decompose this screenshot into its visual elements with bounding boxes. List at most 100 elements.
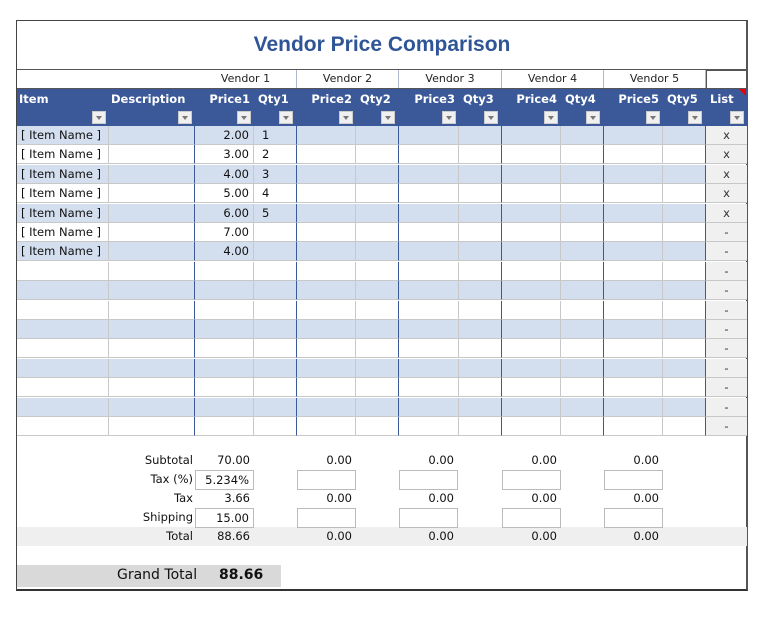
cell-qty2[interactable]: [356, 145, 399, 165]
cell-qty5[interactable]: [663, 242, 706, 262]
cell-price2[interactable]: [297, 242, 356, 262]
cell-price3[interactable]: [399, 339, 459, 359]
cell-qty3[interactable]: [459, 126, 502, 145]
cell-qty3[interactable]: [459, 184, 502, 204]
cell-price2[interactable]: [297, 203, 356, 223]
cell-description[interactable]: [109, 203, 195, 223]
cell-price5[interactable]: [604, 417, 663, 436]
cell-list[interactable]: x: [706, 164, 747, 184]
cell-price3[interactable]: [399, 261, 459, 281]
cell-price3[interactable]: [399, 397, 459, 417]
cell-qty1[interactable]: [254, 261, 297, 281]
cell-qty2[interactable]: [356, 358, 399, 378]
cell-qty3[interactable]: [459, 281, 502, 301]
cell-qty3[interactable]: [459, 164, 502, 184]
cell-price2[interactable]: [297, 300, 356, 320]
cell-price5[interactable]: [604, 242, 663, 262]
filter-dropdown-icon[interactable]: [237, 111, 251, 124]
cell-description[interactable]: [109, 164, 195, 184]
cell-description[interactable]: [109, 300, 195, 320]
cell-price2[interactable]: [297, 145, 356, 165]
cell-price1[interactable]: 4.00: [195, 164, 254, 184]
cell-item[interactable]: [17, 397, 109, 417]
filter-dropdown-icon[interactable]: [92, 111, 106, 124]
cell-item[interactable]: [ Item Name ]: [17, 145, 109, 165]
cell-qty5[interactable]: [663, 164, 706, 184]
cell-list[interactable]: x: [706, 184, 747, 204]
cell-item[interactable]: [17, 281, 109, 301]
cell-qty4[interactable]: [561, 145, 604, 165]
cell-price4[interactable]: [502, 126, 561, 145]
cell-price5[interactable]: [604, 378, 663, 398]
cell-price2[interactable]: [297, 261, 356, 281]
cell-description[interactable]: [109, 320, 195, 339]
cell-item[interactable]: [ Item Name ]: [17, 223, 109, 242]
cell-price3[interactable]: [399, 242, 459, 262]
cell-qty4[interactable]: [561, 320, 604, 339]
cell-qty5[interactable]: [663, 281, 706, 301]
cell-list[interactable]: -: [706, 261, 747, 281]
cell-price5[interactable]: [604, 358, 663, 378]
cell-price3[interactable]: [399, 320, 459, 339]
cell-item[interactable]: [17, 320, 109, 339]
cell-qty1[interactable]: 5: [254, 203, 297, 223]
cell-price2[interactable]: [297, 320, 356, 339]
cell-qty1[interactable]: [254, 281, 297, 301]
cell-qty3[interactable]: [459, 203, 502, 223]
cell-qty2[interactable]: [356, 397, 399, 417]
cell-qty3[interactable]: [459, 300, 502, 320]
cell-item[interactable]: [17, 417, 109, 436]
cell-price3[interactable]: [399, 378, 459, 398]
cell-qty5[interactable]: [663, 339, 706, 359]
cell-qty3[interactable]: [459, 223, 502, 242]
cell-qty4[interactable]: [561, 242, 604, 262]
cell-description[interactable]: [109, 223, 195, 242]
cell-price4[interactable]: [502, 164, 561, 184]
cell-description[interactable]: [109, 417, 195, 436]
cell-qty5[interactable]: [663, 145, 706, 165]
cell-price5[interactable]: [604, 281, 663, 301]
cell-qty5[interactable]: [663, 261, 706, 281]
cell-price5[interactable]: [604, 320, 663, 339]
cell-qty5[interactable]: [663, 397, 706, 417]
cell-price5[interactable]: [604, 223, 663, 242]
cell-qty3[interactable]: [459, 358, 502, 378]
cell-qty3[interactable]: [459, 242, 502, 262]
cell-price4[interactable]: [502, 339, 561, 359]
summary-tax_pct-vendor-5[interactable]: [604, 470, 663, 490]
cell-qty5[interactable]: [663, 417, 706, 436]
cell-qty2[interactable]: [356, 184, 399, 204]
cell-price4[interactable]: [502, 281, 561, 301]
cell-list[interactable]: -: [706, 339, 747, 359]
cell-qty2[interactable]: [356, 281, 399, 301]
cell-qty4[interactable]: [561, 417, 604, 436]
cell-qty2[interactable]: [356, 300, 399, 320]
filter-dropdown-icon[interactable]: [730, 111, 744, 124]
cell-item[interactable]: [ Item Name ]: [17, 242, 109, 262]
cell-qty5[interactable]: [663, 300, 706, 320]
summary-tax_pct-vendor-3[interactable]: [399, 470, 458, 490]
cell-price3[interactable]: [399, 223, 459, 242]
summary-tax_pct-vendor-4[interactable]: [502, 470, 561, 490]
filter-dropdown-icon[interactable]: [688, 111, 702, 124]
cell-price3[interactable]: [399, 164, 459, 184]
summary-tax_pct-vendor-2[interactable]: [297, 470, 356, 490]
filter-dropdown-icon[interactable]: [646, 111, 660, 124]
cell-price4[interactable]: [502, 203, 561, 223]
cell-qty2[interactable]: [356, 164, 399, 184]
cell-item[interactable]: [17, 261, 109, 281]
cell-list[interactable]: x: [706, 203, 747, 223]
cell-price1[interactable]: [195, 417, 254, 436]
cell-qty1[interactable]: [254, 223, 297, 242]
cell-qty5[interactable]: [663, 378, 706, 398]
cell-price1[interactable]: [195, 397, 254, 417]
cell-qty1[interactable]: [254, 242, 297, 262]
cell-list[interactable]: -: [706, 397, 747, 417]
cell-price2[interactable]: [297, 417, 356, 436]
cell-description[interactable]: [109, 378, 195, 398]
filter-dropdown-icon[interactable]: [544, 111, 558, 124]
cell-price1[interactable]: [195, 320, 254, 339]
cell-price5[interactable]: [604, 300, 663, 320]
cell-price1[interactable]: 3.00: [195, 145, 254, 165]
cell-price4[interactable]: [502, 320, 561, 339]
